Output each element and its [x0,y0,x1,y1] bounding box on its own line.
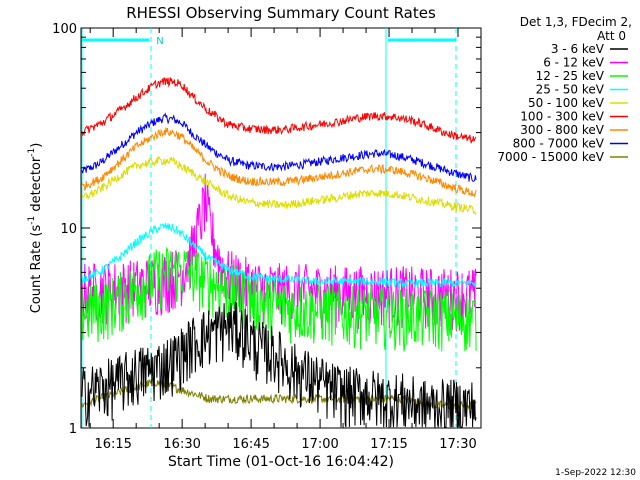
series-line [81,155,477,216]
series-12-25-kev [81,246,477,352]
series-800-7000-kev [81,112,477,182]
axes-layer: 16:15 16:30 16:45 17:00 17:15 17:30 1 10 100 [52,22,482,452]
x-tick-label: 16:45 [232,437,269,452]
legend-label: 3 - 6 keV [551,42,605,56]
series-6-12-kev [81,173,477,331]
x-tick-label: 16:15 [94,437,131,452]
series-line [81,127,477,199]
legend-label: 25 - 50 keV [536,83,605,97]
legend-label: 800 - 7000 keV [513,137,605,151]
legend-header-line2: Att 0 [597,29,626,43]
series-line [81,301,477,428]
legend-label: 300 - 800 keV [520,123,604,137]
series-line [81,246,477,352]
legend-header-line1: Det 1,3, FDecim 2, [520,15,632,29]
series-line [81,112,477,182]
footer-date: 1-Sep-2022 12:30 [555,468,636,478]
y-axis-label-main: Count Rate (s [29,225,44,314]
legend-label: 12 - 25 keV [536,69,605,83]
y-axis-label: Count Rate (s-1 detector-1) [27,143,44,314]
legend-label: 50 - 100 keV [528,96,605,110]
y-axis-label-end: ) [29,143,44,148]
legend-label: 7000 - 15000 keV [497,150,604,164]
night-bar-group: N [82,36,456,47]
x-tick-label: 17:30 [439,437,476,452]
series-25-50-kev [81,222,477,289]
x-tick-label: 16:30 [163,437,200,452]
y-tick-label: 10 [60,222,77,237]
y-axis-label-exp1: -1 [27,216,37,225]
legend-label: 6 - 12 keV [543,56,605,70]
x-tick-label: 17:15 [370,437,407,452]
series-line [81,222,477,289]
legend-label: 100 - 300 keV [520,110,604,124]
series-3-6-kev [81,301,477,428]
series-line [81,77,477,144]
chart-title: RHESSI Observing Summary Count Rates [126,4,436,22]
series-50-100-kev [81,155,477,216]
x-tick-label: 17:00 [301,437,338,452]
y-tick-label: 100 [52,22,77,37]
series-line [81,173,477,331]
x-axis-label: Start Time (01-Oct-16 16:04:42) [168,454,394,470]
series-100-300-kev [81,77,477,144]
night-marker-label: N [156,36,163,47]
y-axis-label-exp2: -1 [27,148,37,157]
y-axis-label-mid: detector [29,156,44,216]
series-layer [81,77,477,428]
series-300-800-kev [81,127,477,199]
y-tick-label: 1 [69,422,77,437]
